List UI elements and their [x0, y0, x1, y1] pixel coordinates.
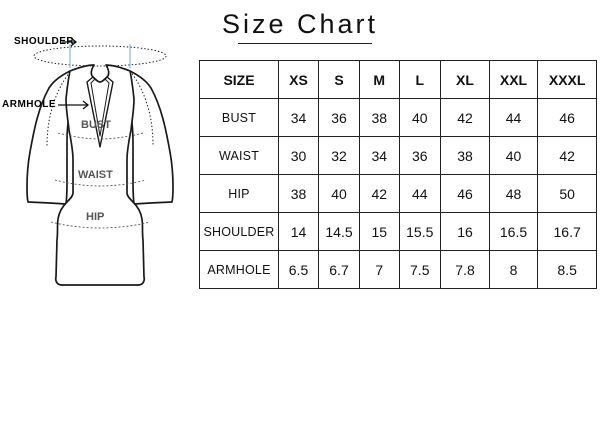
svg-text:HIP: HIP	[86, 211, 104, 223]
svg-text:BUST: BUST	[81, 119, 111, 131]
svg-text:WAIST: WAIST	[78, 169, 113, 181]
